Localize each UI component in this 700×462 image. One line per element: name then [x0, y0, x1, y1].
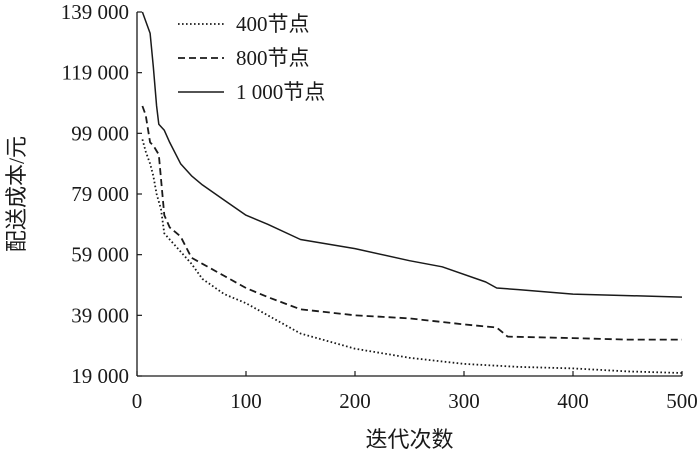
x-tick-label: 500: [666, 389, 698, 413]
y-tick-label: 139 000: [61, 0, 129, 24]
x-axis-title: 迭代次数: [365, 427, 453, 452]
y-tick-label: 39 000: [71, 303, 129, 327]
legend-label-3: 1 000节点: [236, 80, 325, 104]
x-tick-label: 300: [448, 389, 480, 413]
y-tick-label: 79 000: [71, 182, 129, 206]
y-axis-title: 配送成本/元: [4, 136, 29, 252]
legend: 400节点 800节点 1 000节点: [178, 12, 325, 104]
legend-label-1: 400节点: [236, 12, 310, 36]
x-tick-label: 200: [339, 389, 371, 413]
y-tick-label: 99 000: [71, 121, 129, 145]
x-tick-label: 400: [557, 389, 589, 413]
series-line-1: [141, 139, 683, 374]
series-line-3: [141, 11, 683, 298]
y-tick-label: 119 000: [62, 61, 129, 85]
axes: 19 000 39 000 59 000 79 000 99 000 119 000 139…: [61, 0, 698, 413]
series-line-2: [141, 105, 682, 341]
x-tick-label: 100: [230, 389, 262, 413]
series-layer: [141, 11, 683, 374]
x-tick-label: 0: [132, 389, 143, 413]
y-tick-label: 19 000: [71, 364, 129, 388]
y-tick-label: 59 000: [71, 243, 129, 267]
legend-label-2: 800节点: [236, 46, 310, 70]
